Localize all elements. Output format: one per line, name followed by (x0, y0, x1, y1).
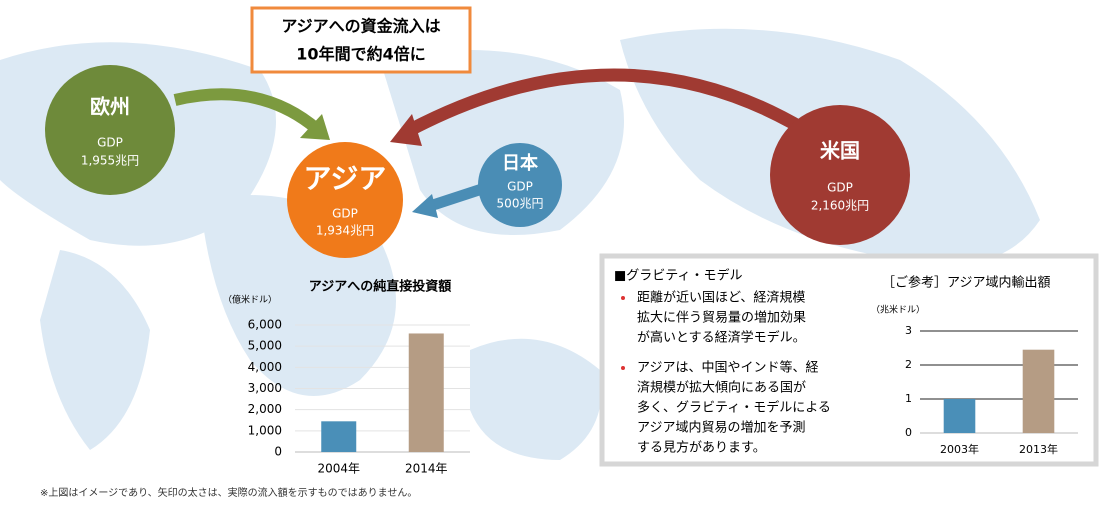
y-tick-label: 3 (905, 324, 912, 337)
y-tick-label: 2,000 (248, 402, 282, 416)
bar (408, 333, 444, 452)
bullet-text: 済規模が拡大傾向にある国が (637, 380, 806, 396)
callout-text: 10年間で約4倍に (296, 45, 425, 64)
node-gdp: 500兆円 (497, 197, 544, 211)
arrow-head (412, 194, 438, 218)
bullet-dot (621, 296, 625, 300)
x-tick-label: 2014年 (405, 462, 448, 476)
node-gdp-label: GDP (827, 181, 853, 195)
bullet-text: アジアは、中国やインド等、経 (637, 360, 818, 376)
y-axis-label: （億米ドル） (223, 294, 277, 306)
node-circle (45, 65, 175, 195)
callout-text: アジアへの資金流入は (281, 17, 440, 36)
y-tick-label: 4,000 (248, 360, 282, 374)
node-label: アジア (304, 162, 387, 195)
node-gdp: 1,955兆円 (81, 154, 139, 168)
bar (943, 399, 976, 433)
callout-box (250, 6, 472, 74)
arrow-head (390, 114, 422, 146)
footnote: ※上図はイメージであり、矢印の太さは、実際の流入額を示すものではありません。 (40, 486, 417, 499)
chart-title: アジアへの純直接投資額 (309, 279, 451, 295)
x-tick-label: 2003年 (940, 442, 979, 456)
node-gdp-label: GDP (97, 136, 123, 150)
node-circle (287, 142, 403, 258)
y-tick-label: 1,000 (248, 423, 282, 437)
node-gdp-label: GDP (332, 207, 358, 221)
node-europe: 欧州 GDP 1,955兆円 (45, 65, 175, 195)
y-tick-label: 5,000 (248, 339, 282, 353)
y-tick-label: 1 (905, 392, 912, 405)
bullet-text: 距離が近い国ほど、経済規模 (637, 290, 805, 306)
arrow-japan (428, 182, 487, 212)
node-label: 欧州 (90, 95, 130, 119)
node-gdp: 2,160兆円 (811, 199, 869, 213)
y-tick-label: 2 (905, 358, 912, 371)
node-circle (478, 143, 562, 227)
bullet-text: アジア域内貿易の増加を予測 (637, 420, 805, 436)
node-label: 日本 (502, 152, 538, 174)
gravity-box (599, 253, 1099, 467)
node-gdp: 1,934兆円 (316, 224, 374, 238)
y-tick-label: 3,000 (248, 381, 282, 395)
arrow-head (300, 114, 330, 140)
node-circle (770, 105, 910, 245)
bullet-text: が高いとする経済学モデル。 (637, 330, 806, 346)
x-tick-label: 2004年 (317, 462, 360, 476)
arrow-us (406, 68, 809, 136)
x-tick-label: 2013年 (1019, 442, 1058, 456)
node-asia: アジア GDP 1,934兆円 (287, 142, 403, 258)
arrow-europe (173, 88, 322, 135)
chart-title: ［ご参考］アジア域内輸出額 (882, 275, 1050, 291)
node-gdp-label: GDP (507, 180, 533, 194)
bullet-text: 多く、グラビティ・モデルによる (637, 400, 831, 416)
bar (1022, 349, 1055, 433)
y-tick-label: 6,000 (248, 318, 282, 332)
node-label: 米国 (820, 139, 860, 163)
bullet-text: する見方があります。 (637, 440, 766, 456)
node-japan: 日本 GDP 500兆円 (478, 143, 562, 227)
bullet-text: 拡大に伴う貿易量の増加効果 (637, 311, 806, 326)
bullet-dot (621, 366, 625, 370)
y-tick-label: 0 (905, 426, 912, 439)
gravity-heading: ■グラビティ・モデル (614, 268, 743, 284)
y-tick-label: 0 (274, 445, 282, 459)
bar (321, 421, 357, 452)
node-us: 米国 GDP 2,160兆円 (770, 105, 910, 245)
y-axis-label: （兆米ドル） (871, 304, 925, 316)
